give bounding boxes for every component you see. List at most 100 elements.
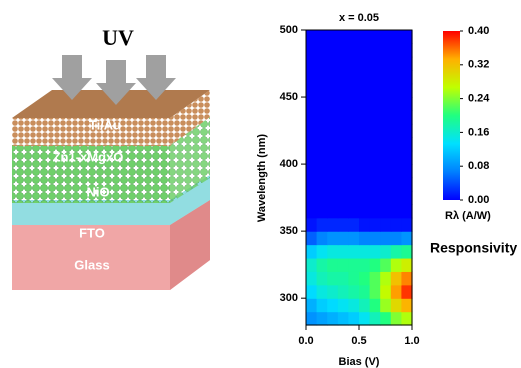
heatmap-cell xyxy=(391,124,402,138)
y-axis-label: Wavelength (nm) xyxy=(256,134,268,223)
uv-arrows xyxy=(52,55,176,105)
heatmap-cell xyxy=(317,312,328,326)
heatmap-cell xyxy=(327,164,338,178)
heatmap-cell xyxy=(327,231,338,245)
heatmap-cell xyxy=(359,245,370,259)
heatmap-cell xyxy=(380,191,391,205)
y-tick-label: 300 xyxy=(280,292,298,304)
heatmap-cell xyxy=(370,258,381,272)
heatmap-cell xyxy=(380,30,391,44)
heatmap-cell xyxy=(391,298,402,312)
heatmap-cell xyxy=(380,57,391,71)
heatmap-cell xyxy=(380,231,391,245)
heatmap-cell xyxy=(348,258,359,272)
colorbar-tick-label: 0.24 xyxy=(468,93,490,105)
heatmap-cell xyxy=(359,137,370,151)
heatmap-cell xyxy=(338,245,349,259)
heatmap-cell xyxy=(359,178,370,192)
colorbar xyxy=(443,31,460,200)
heatmap-cell xyxy=(380,285,391,299)
heatmap-cell xyxy=(306,164,317,178)
heatmap-cell xyxy=(306,178,317,192)
heatmap-cell xyxy=(370,245,381,259)
heatmap-cell xyxy=(327,97,338,111)
heatmap-cell xyxy=(338,30,349,44)
heatmap-cell xyxy=(306,312,317,326)
heatmap-cell xyxy=(348,204,359,218)
heatmap-cell xyxy=(306,191,317,205)
heatmap-cell xyxy=(380,164,391,178)
heatmap-cell xyxy=(327,110,338,124)
heatmap-cell xyxy=(401,245,412,259)
heatmap-cell xyxy=(391,258,402,272)
heatmap-cell xyxy=(306,43,317,57)
heatmap-cell xyxy=(391,245,402,259)
heatmap-cell xyxy=(391,151,402,165)
heatmap-cell xyxy=(306,258,317,272)
heatmap-cell xyxy=(359,57,370,71)
heatmap-cell xyxy=(327,191,338,205)
heatmap-cell xyxy=(317,43,328,57)
layer-label: Zn1-xMgxO xyxy=(53,149,124,164)
heatmap-cell xyxy=(327,178,338,192)
heatmap-cell xyxy=(348,137,359,151)
heatmap-cell xyxy=(338,178,349,192)
heatmap-cell xyxy=(401,124,412,138)
heatmap-cell xyxy=(306,97,317,111)
heatmap-cell xyxy=(317,191,328,205)
heatmap-cell xyxy=(359,43,370,57)
heatmap-cell xyxy=(338,164,349,178)
heatmap-cell xyxy=(338,137,349,151)
heatmap-cell xyxy=(401,110,412,124)
heatmap-cell xyxy=(370,298,381,312)
heatmap-cell xyxy=(391,110,402,124)
heatmap-cell xyxy=(391,97,402,111)
heatmap-cell xyxy=(380,298,391,312)
heatmap-cell xyxy=(338,258,349,272)
heatmap-cell xyxy=(370,231,381,245)
colorbar-tick-label: 0.32 xyxy=(468,59,489,71)
heatmap-cell xyxy=(348,30,359,44)
heatmap-cell xyxy=(380,178,391,192)
heatmap-cell xyxy=(359,298,370,312)
y-tick-label: 350 xyxy=(280,225,298,237)
heatmap-cell xyxy=(348,43,359,57)
heatmap-cell xyxy=(338,57,349,71)
heatmap-cell xyxy=(327,204,338,218)
heatmap-cell xyxy=(370,271,381,285)
heatmap-cell xyxy=(327,312,338,326)
heatmap-cell xyxy=(359,204,370,218)
heatmap-cell xyxy=(380,124,391,138)
heatmap-cell xyxy=(359,124,370,138)
heatmap-cell xyxy=(317,164,328,178)
heatmap-cell xyxy=(338,124,349,138)
heatmap-cell xyxy=(401,271,412,285)
heatmap-cell xyxy=(348,97,359,111)
heatmap-cell xyxy=(380,312,391,326)
x-tick-label: 0.5 xyxy=(351,335,366,347)
heatmap-cell xyxy=(370,191,381,205)
heatmap-cell xyxy=(317,110,328,124)
heatmap-cell xyxy=(370,151,381,165)
colorbar-tick-label: 0.40 xyxy=(468,25,489,37)
heatmap-cell xyxy=(401,258,412,272)
layer-label: NiO xyxy=(86,184,109,199)
heatmap-cell xyxy=(359,97,370,111)
heatmap-cell xyxy=(370,218,381,232)
layer-label: Glass xyxy=(74,257,109,272)
heatmap-cell xyxy=(359,218,370,232)
device-schematic: UV Ti/Au Zn1-xMgxO NiO FTO Glass xyxy=(12,25,210,290)
heatmap-cell xyxy=(370,70,381,84)
heatmap-cell xyxy=(348,57,359,71)
heatmap-cell xyxy=(401,231,412,245)
heatmap-cell xyxy=(380,97,391,111)
heatmap-cell xyxy=(391,271,402,285)
heatmap-cell xyxy=(306,245,317,259)
heatmap-cell xyxy=(391,218,402,232)
heatmap-cell xyxy=(348,245,359,259)
heatmap-cell xyxy=(370,97,381,111)
heatmap-cell xyxy=(359,312,370,326)
heatmap-cell xyxy=(401,218,412,232)
heatmap-cell xyxy=(317,258,328,272)
heatmap-cell xyxy=(348,231,359,245)
